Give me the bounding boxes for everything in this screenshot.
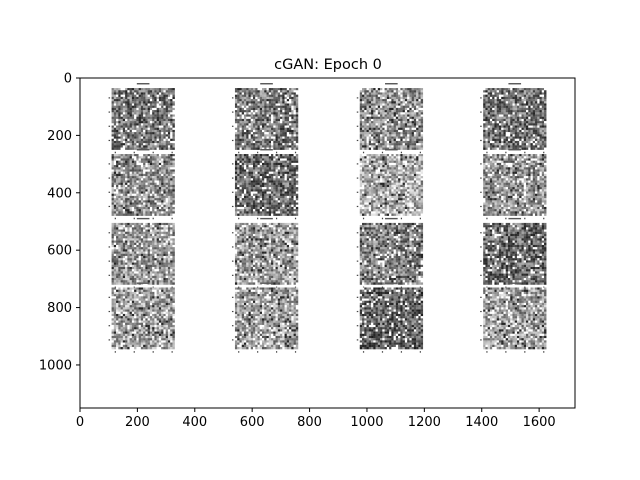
tile-caption-mark [136, 149, 150, 151]
generated-image-tile [108, 149, 175, 220]
generated-image-tile [356, 282, 424, 353]
generated-image-tile [231, 282, 299, 353]
y-axis: 0 200 400 600 800 1000 [39, 72, 80, 373]
tile-caption-mark [260, 217, 273, 220]
x-tick-label: 1200 [408, 415, 441, 430]
generated-image-tile [480, 282, 547, 353]
y-tick-label: 1000 [39, 358, 72, 373]
x-tick-label: 800 [297, 415, 322, 430]
generated-image-tile [108, 282, 175, 353]
y-tick-label: 400 [47, 186, 72, 201]
x-tick-label: 600 [240, 415, 265, 430]
generated-image-tile [231, 149, 299, 220]
tile-caption-mark [136, 83, 150, 85]
x-tick-label: 1600 [523, 415, 556, 430]
generated-image-tile [356, 217, 424, 289]
generated-image-tile [356, 149, 424, 220]
y-tick-label: 800 [47, 301, 72, 316]
tile-caption-mark [260, 149, 273, 151]
generated-image-tile [480, 83, 547, 154]
y-tick-label: 200 [47, 129, 72, 144]
generated-image-tile [108, 83, 175, 154]
x-axis: 0 200 400 600 800 1000 1200 1400 1600 [76, 408, 556, 430]
generated-image-tile [231, 217, 299, 289]
tile-caption-mark [508, 282, 522, 284]
tile-caption-mark [385, 149, 398, 151]
chart-title: cGAN: Epoch 0 [274, 57, 382, 73]
tile-caption-mark [508, 217, 522, 220]
x-tick-label: 1000 [350, 415, 383, 430]
tile-caption-mark [260, 282, 273, 284]
tile-caption-mark [136, 282, 150, 284]
tile-caption-mark [385, 282, 398, 284]
tile-caption-mark [260, 83, 273, 85]
generated-image-grid [108, 83, 547, 353]
y-tick-label: 600 [47, 244, 72, 259]
y-tick-label: 0 [64, 72, 72, 87]
generated-image-tile [480, 149, 547, 220]
generated-image-tile [108, 217, 175, 289]
tile-caption-mark [136, 217, 150, 220]
generated-image-tile [356, 83, 424, 154]
tile-caption-mark [385, 217, 398, 220]
generated-image-tile [480, 217, 547, 289]
x-tick-label: 200 [125, 415, 150, 430]
tile-caption-mark [508, 149, 522, 151]
generated-image-tile [231, 83, 299, 154]
tile-caption-mark [385, 83, 398, 85]
x-tick-label: 0 [76, 415, 84, 430]
x-tick-label: 1400 [465, 415, 498, 430]
axes-frame [79, 77, 576, 409]
tile-caption-mark [508, 83, 522, 85]
x-tick-label: 400 [182, 415, 207, 430]
